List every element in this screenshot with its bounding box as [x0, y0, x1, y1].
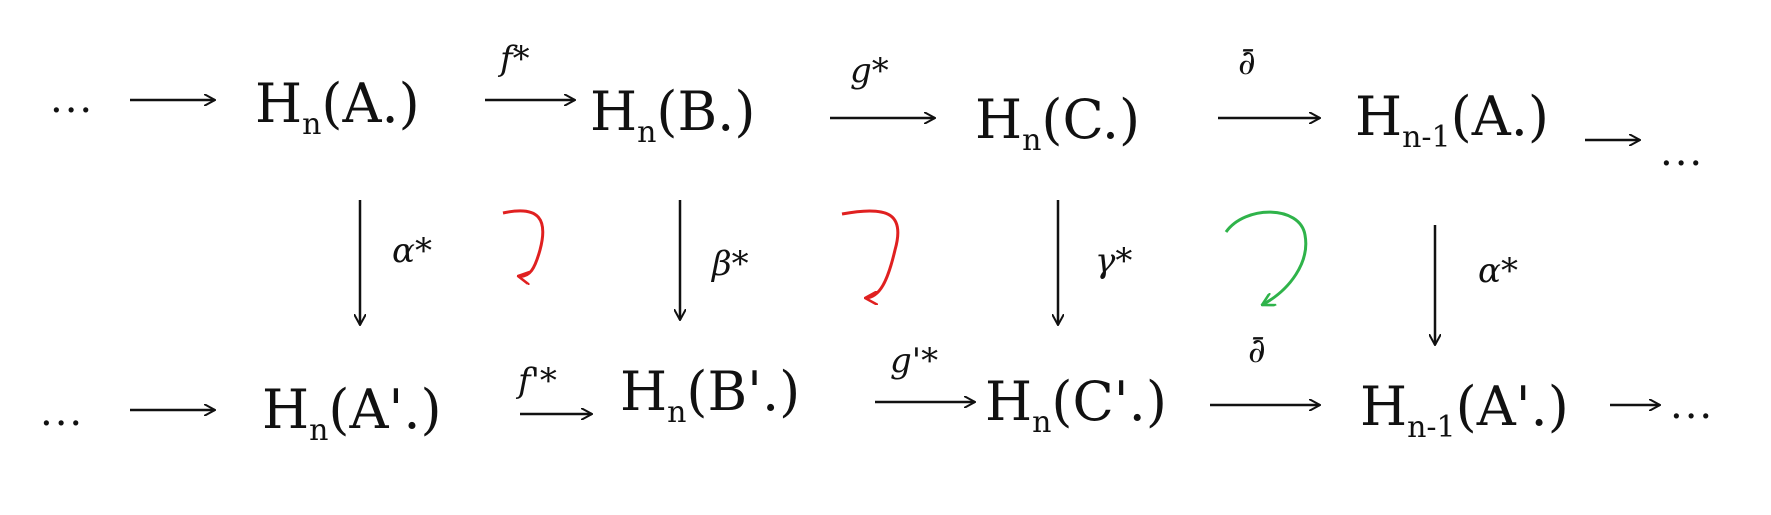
top-object-3-arg: (C.) [1041, 88, 1140, 151]
bottom-object-4-arg: (A'.) [1456, 375, 1569, 438]
svg-text:Hn(C'.): Hn(C'.) [985, 370, 1167, 440]
top-object-1: Hn(A.) [255, 72, 420, 142]
top-object-4-sub: n-1 [1402, 120, 1451, 155]
top-object-4-arg: (A.) [1451, 85, 1549, 148]
bottom-object-3-sub: n [1032, 405, 1051, 440]
label-alpha-left: α* [392, 231, 432, 271]
top-object-2: Hn(B.) [590, 80, 755, 150]
top-left-ellipsis: ... [50, 76, 94, 122]
top-object-3: Hn(C.) [975, 88, 1140, 158]
bottom-object-2-base: H [620, 360, 667, 423]
commutes-mark-square-3 [1224, 210, 1308, 305]
commutes-mark-square-1 [502, 209, 545, 276]
bottom-left-ellipsis: ... [40, 389, 84, 435]
svg-text:Hn(C.): Hn(C.) [975, 88, 1140, 158]
label-g-star: g* [850, 51, 889, 91]
bottom-object-3-base: H [985, 370, 1032, 433]
label-gamma: γ* [1095, 241, 1132, 281]
top-object-3-base: H [975, 88, 1022, 151]
top-object-1-sub: n [302, 107, 321, 142]
svg-text:Hn-1(A'.): Hn-1(A'.) [1360, 375, 1569, 445]
top-object-2-base: H [590, 80, 637, 143]
top-object-4: Hn-1(A.) [1355, 85, 1549, 155]
svg-text:Hn(A.): Hn(A.) [255, 72, 420, 142]
label-alpha-right: α* [1478, 251, 1518, 291]
top-object-2-arg: (B.) [656, 80, 755, 143]
bottom-object-2-arg: (B'.) [686, 360, 800, 423]
bottom-object-1-arg: (A'.) [328, 378, 441, 441]
commutes-mark-square-2 [841, 209, 900, 298]
bottom-object-3: Hn(C'.) [985, 370, 1167, 440]
bottom-object-1-sub: n [309, 413, 328, 448]
bottom-object-4: Hn-1(A'.) [1360, 375, 1569, 445]
top-object-2-sub: n [637, 115, 656, 150]
bottom-object-4-sub: n-1 [1407, 410, 1456, 445]
label-boundary-bottom: ∂̄ [1248, 331, 1266, 371]
label-f-prime-star: f'* [515, 361, 557, 401]
bottom-object-2: Hn(B'.) [620, 360, 800, 430]
label-beta: β* [710, 244, 749, 284]
top-right-ellipsis: ... [1660, 129, 1704, 175]
svg-text:Hn(B'.): Hn(B'.) [620, 360, 800, 430]
top-object-1-arg: (A.) [321, 72, 419, 135]
label-f-star: f* [497, 39, 530, 79]
svg-text:Hn(B.): Hn(B.) [590, 80, 755, 150]
top-object-3-sub: n [1022, 123, 1041, 158]
label-boundary-top: ∂̄ [1238, 43, 1256, 83]
top-object-4-base: H [1355, 85, 1402, 148]
bottom-object-1-base: H [262, 378, 309, 441]
bottom-object-2-sub: n [667, 395, 686, 430]
bottom-object-1: Hn(A'.) [262, 378, 442, 448]
bottom-object-3-arg: (C'.) [1051, 370, 1166, 433]
bottom-object-4-base: H [1360, 375, 1407, 438]
label-g-prime-star: g'* [890, 341, 938, 381]
top-object-1-base: H [255, 72, 302, 135]
svg-text:Hn-1(A.): Hn-1(A.) [1355, 85, 1549, 155]
svg-text:Hn(A'.): Hn(A'.) [262, 378, 442, 448]
bottom-right-ellipsis: ... [1670, 382, 1714, 428]
